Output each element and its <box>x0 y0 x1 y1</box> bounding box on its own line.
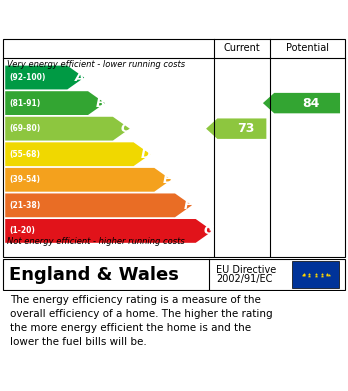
Text: C: C <box>121 122 130 135</box>
FancyBboxPatch shape <box>292 261 339 288</box>
Text: Very energy efficient - lower running costs: Very energy efficient - lower running co… <box>7 60 185 69</box>
Text: England & Wales: England & Wales <box>9 265 179 284</box>
Polygon shape <box>5 194 192 217</box>
Text: 73: 73 <box>237 122 254 135</box>
Polygon shape <box>5 117 130 141</box>
Polygon shape <box>5 168 171 192</box>
Text: D: D <box>141 148 151 161</box>
Text: E: E <box>163 173 171 186</box>
Text: Current: Current <box>223 43 260 54</box>
Text: (21-38): (21-38) <box>9 201 41 210</box>
Text: 84: 84 <box>302 97 319 109</box>
Polygon shape <box>5 219 213 243</box>
Text: Energy Efficiency Rating: Energy Efficiency Rating <box>10 13 232 27</box>
Text: 2002/91/EC: 2002/91/EC <box>216 274 272 284</box>
Text: F: F <box>183 199 192 212</box>
Polygon shape <box>206 118 266 139</box>
Text: Not energy efficient - higher running costs: Not energy efficient - higher running co… <box>7 237 185 246</box>
Text: (69-80): (69-80) <box>9 124 41 133</box>
Text: Potential: Potential <box>286 43 329 54</box>
Polygon shape <box>5 91 105 115</box>
Text: The energy efficiency rating is a measure of the
overall efficiency of a home. T: The energy efficiency rating is a measur… <box>10 295 273 347</box>
Text: (1-20): (1-20) <box>9 226 35 235</box>
Text: G: G <box>203 224 214 237</box>
Polygon shape <box>5 66 84 90</box>
Text: (92-100): (92-100) <box>9 73 46 82</box>
Text: A: A <box>75 71 85 84</box>
Text: B: B <box>96 97 105 109</box>
Text: EU Directive: EU Directive <box>216 265 276 275</box>
Text: (39-54): (39-54) <box>9 175 40 184</box>
Text: (81-91): (81-91) <box>9 99 41 108</box>
Text: (55-68): (55-68) <box>9 150 40 159</box>
Polygon shape <box>263 93 340 113</box>
Polygon shape <box>5 142 150 166</box>
